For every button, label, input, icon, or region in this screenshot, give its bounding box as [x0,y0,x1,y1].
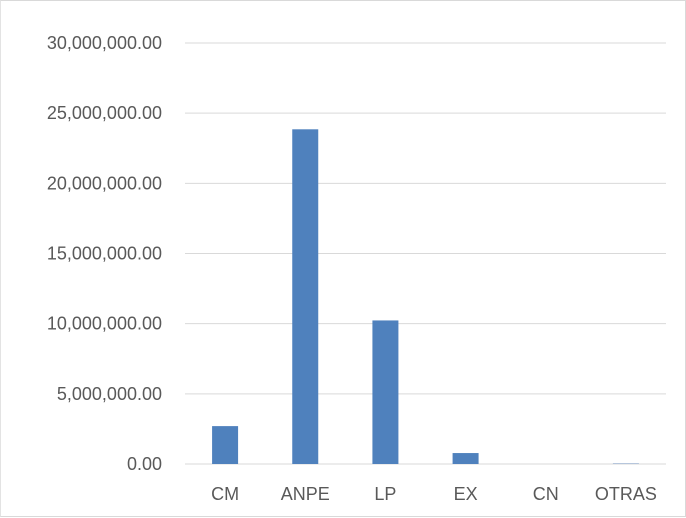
bar-lp [372,320,399,464]
bar-cm [212,426,239,464]
y-tick-label: 10,000,000.00 [47,314,162,334]
y-tick-label: 15,000,000.00 [47,244,162,264]
y-tick-label: 0.00 [127,454,162,474]
y-tick-label: 20,000,000.00 [47,173,162,193]
x-tick-label: LP [374,484,396,504]
bar-anpe [292,129,319,464]
bar-otras [612,463,639,464]
x-tick-label: ANPE [281,484,330,504]
x-axis-tick-labels: CM ANPE LP EX CN OTRAS [211,484,657,504]
x-tick-label: CM [211,484,239,504]
x-tick-label: OTRAS [595,484,657,504]
y-tick-label: 30,000,000.00 [47,33,162,53]
y-tick-label: 5,000,000.00 [57,384,162,404]
bar-ex [452,453,479,464]
bars [212,129,639,464]
gridlines [185,42,666,465]
y-tick-label: 25,000,000.00 [47,103,162,123]
x-tick-label: CN [533,484,559,504]
y-axis-tick-labels: 0.00 5,000,000.00 10,000,000.00 15,000,000.… [47,33,162,474]
x-tick-label: EX [454,484,478,504]
